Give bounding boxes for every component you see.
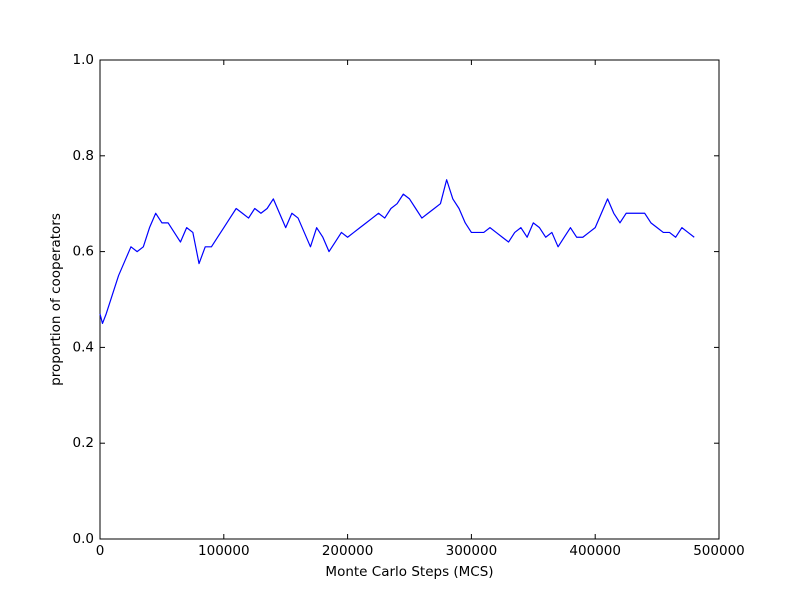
x-tick-label: 200000 [322, 543, 374, 559]
plot-frame [99, 59, 720, 540]
x-axis-label: Monte Carlo Steps (MCS) [325, 564, 493, 580]
y-tick-label: 0.8 [73, 148, 94, 164]
y-tick-label: 0.0 [73, 531, 94, 547]
data-line [99, 179, 695, 325]
y-tick-label: 0.4 [73, 339, 94, 355]
x-tick-label: 100000 [198, 543, 250, 559]
y-tick-label: 1.0 [73, 52, 94, 68]
y-axis-label: proportion of cooperators [48, 213, 64, 386]
x-tick-label: 300000 [446, 543, 498, 559]
y-tick-label: 0.6 [73, 244, 94, 260]
x-tick-label: 0 [96, 543, 105, 559]
y-tick-label: 0.2 [73, 435, 94, 451]
x-tick-label: 500000 [693, 543, 745, 559]
x-tick-label: 400000 [569, 543, 621, 559]
